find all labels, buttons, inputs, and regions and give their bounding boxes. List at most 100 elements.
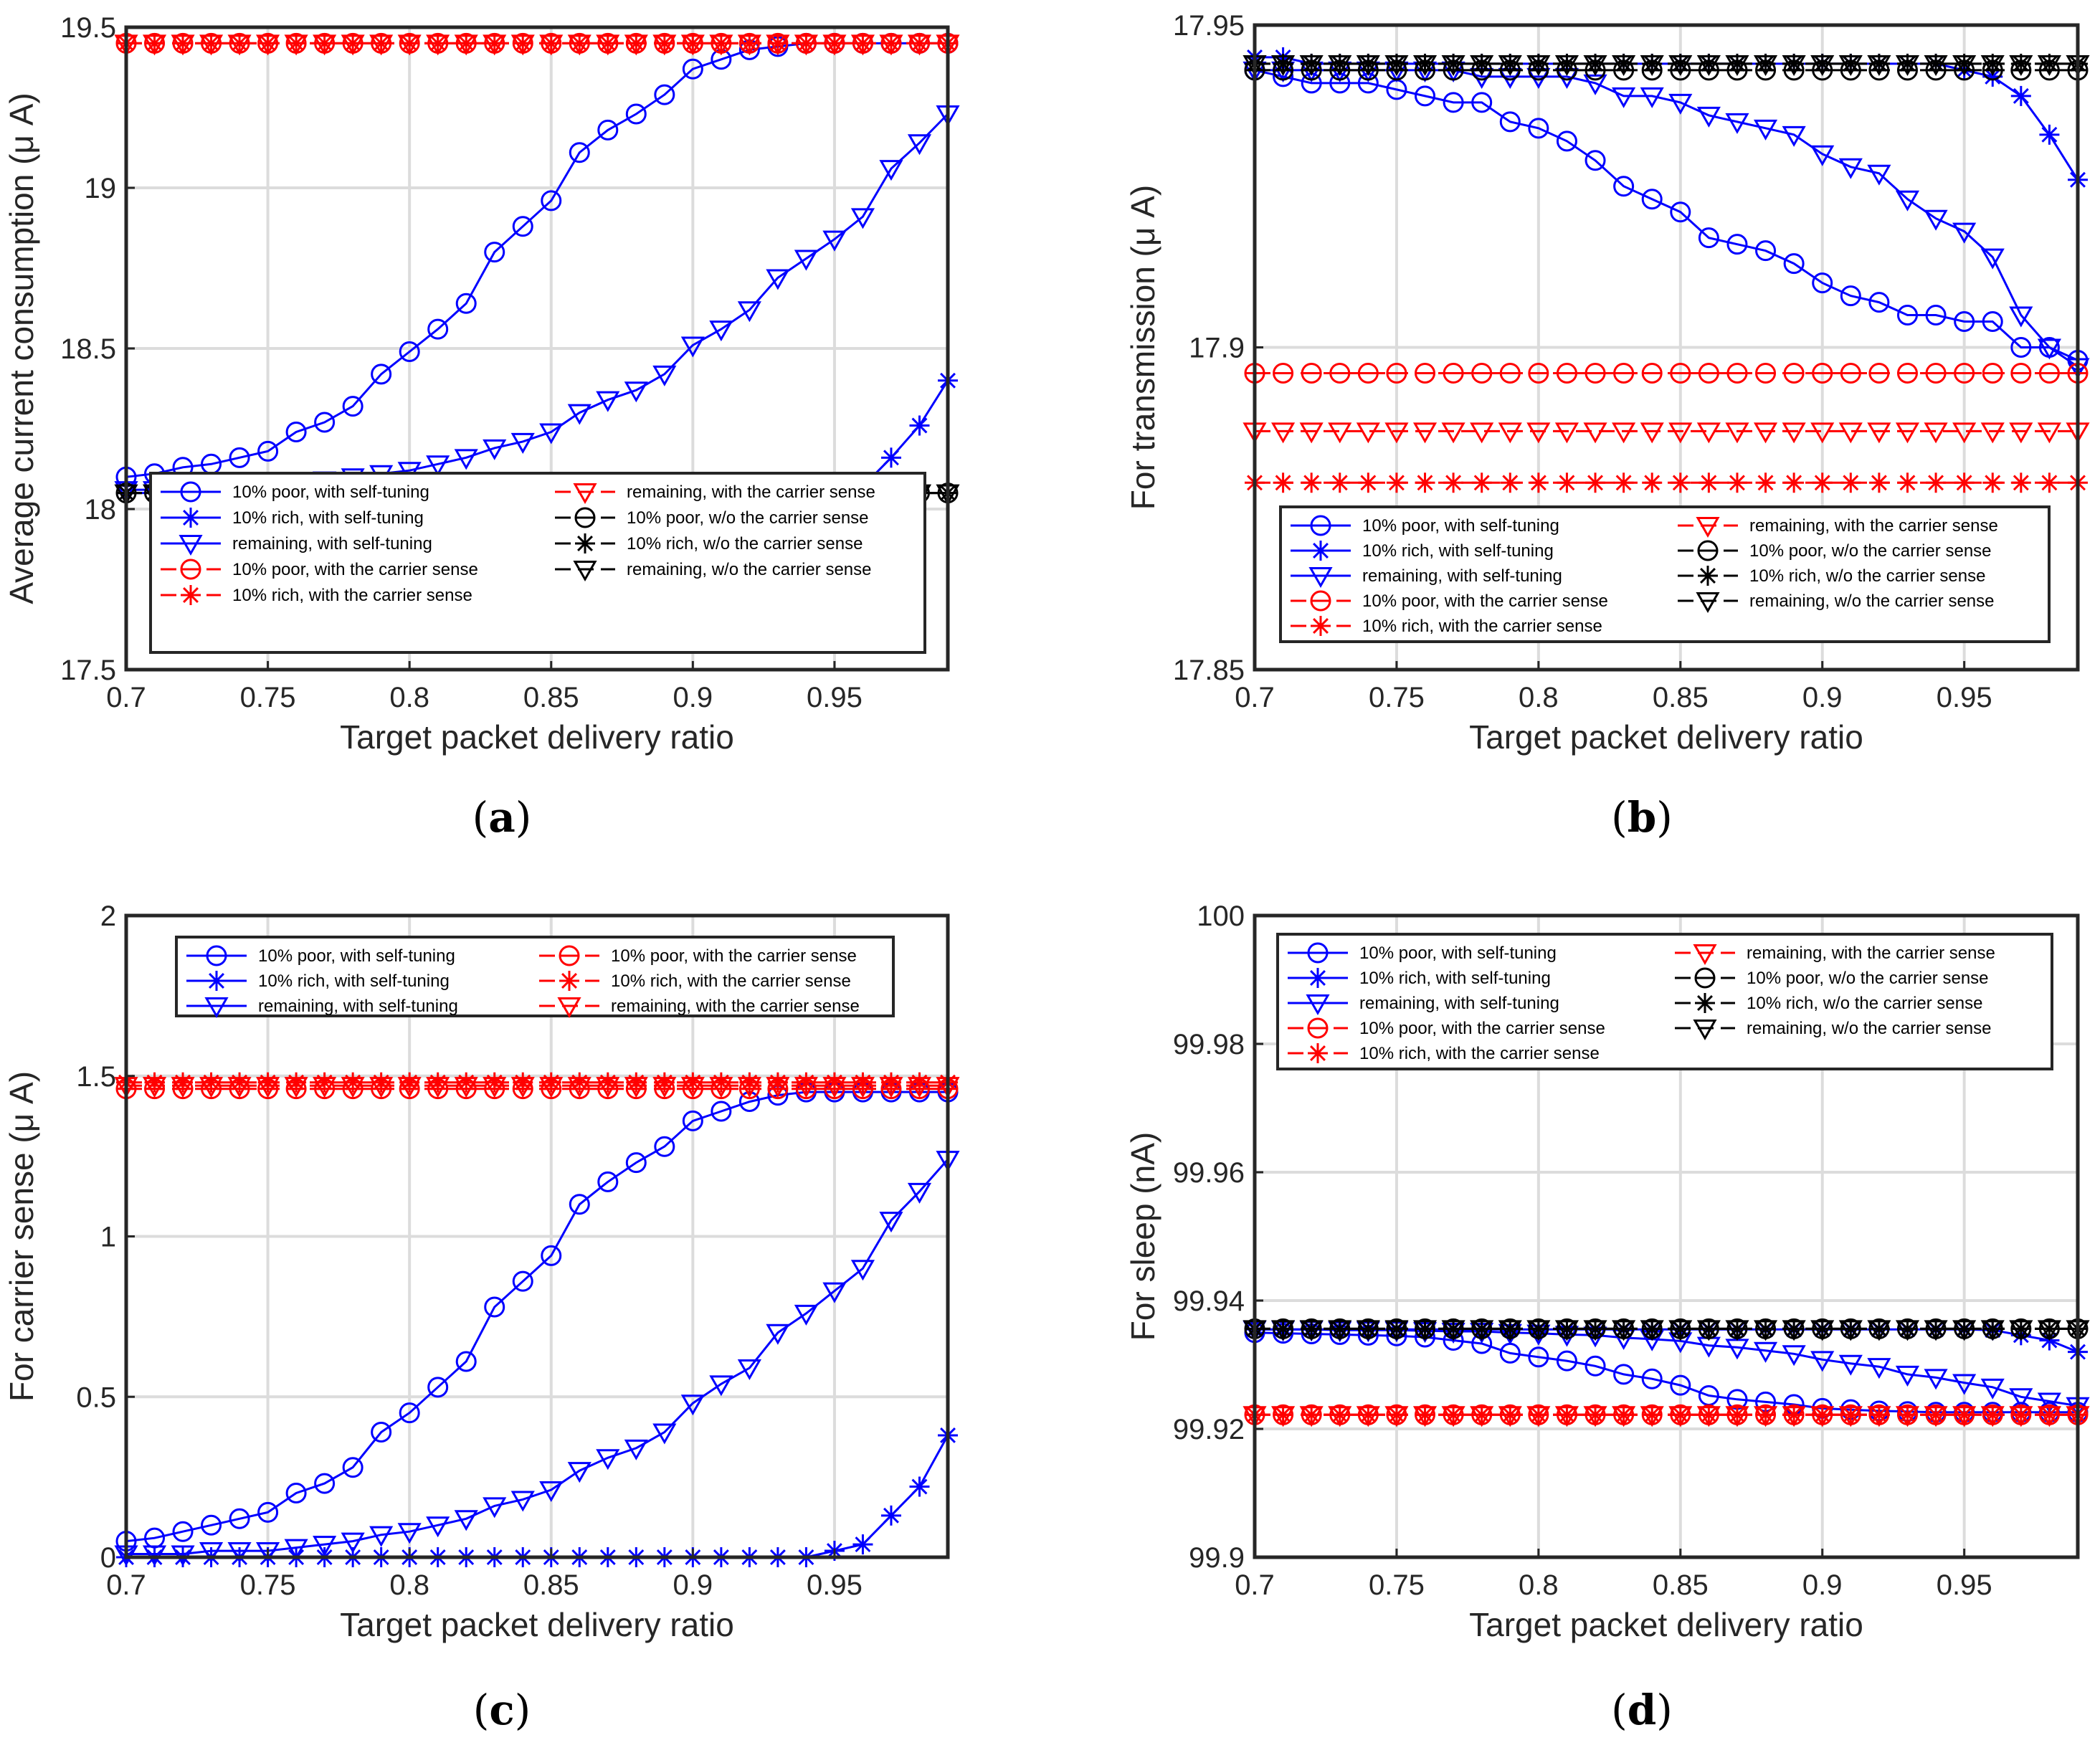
- data-point: [199, 1077, 224, 1098]
- data-point: [1952, 222, 1977, 244]
- data-point: [1470, 1320, 1494, 1341]
- data-point: [426, 1077, 450, 1098]
- data-point: [229, 1508, 250, 1529]
- legend-label: 10% rich, w/o the carrier sense: [1747, 994, 1982, 1013]
- x-tick-label: 0.7: [106, 1569, 146, 1601]
- panel-caption: (b): [1611, 793, 1673, 842]
- data-point: [1499, 362, 1521, 384]
- data-point: [455, 293, 477, 314]
- legend: 10% poor, with self-tuning 10% rich, with…: [1279, 505, 2051, 643]
- data-point: [1415, 472, 1435, 493]
- data-point: [1812, 362, 1833, 384]
- data-point: [1471, 92, 1493, 113]
- data-point: [1301, 472, 1322, 493]
- y-axis-label: For sleep (nA): [1124, 1132, 1161, 1341]
- data-point: [1868, 362, 1890, 384]
- data-point: [313, 34, 337, 56]
- data-point: [541, 190, 562, 212]
- data-point: [1696, 106, 1721, 128]
- data-point: [1725, 1406, 1749, 1427]
- data-point: [1895, 190, 1920, 212]
- data-point: [1528, 1346, 1549, 1368]
- data-point: [1471, 362, 1493, 384]
- legend-marker: [1307, 942, 1329, 964]
- y-tick-label: 99.9: [1189, 1542, 1245, 1574]
- x-tick-label: 0.75: [240, 1569, 296, 1601]
- legend-label: remaining, with self-tuning: [1362, 566, 1562, 586]
- caption-letter: c: [489, 1686, 514, 1734]
- data-point: [822, 1282, 847, 1303]
- data-point: [257, 1501, 279, 1523]
- data-point: [510, 1491, 535, 1512]
- data-point: [1980, 54, 2005, 76]
- data-point: [1838, 54, 1863, 76]
- legend-entry: 10% rich, with self-tuning: [1288, 968, 1551, 988]
- data-point: [1670, 362, 1691, 384]
- data-point: [1613, 362, 1635, 384]
- data-point: [1500, 472, 1521, 493]
- data-point: [880, 447, 901, 468]
- legend-entry: 10% poor, with the carrier sense: [1291, 590, 1608, 612]
- data-point: [766, 34, 790, 56]
- data-point: [1982, 472, 2003, 493]
- legend-marker: [1693, 1020, 1717, 1041]
- data-point: [1980, 1320, 2005, 1341]
- legend-marker: [204, 997, 229, 1019]
- legend-marker: [180, 559, 201, 580]
- data-point: [1640, 422, 1664, 444]
- legend-entry: 10% poor, with self-tuning: [161, 481, 429, 503]
- series-group: [1243, 47, 2090, 493]
- data-point: [1698, 362, 1719, 384]
- legend-entry: remaining, with the carrier sense: [539, 997, 860, 1019]
- data-point: [1329, 362, 1351, 384]
- x-tick-label: 0.7: [1235, 682, 1275, 713]
- series-poor_cs: [1244, 362, 2089, 384]
- data-point: [1924, 1369, 1948, 1390]
- data-point: [1299, 1406, 1324, 1427]
- data-point: [314, 1473, 336, 1494]
- data-point: [1356, 1406, 1380, 1427]
- x-axis-label: Target packet delivery ratio: [340, 1606, 734, 1643]
- data-point: [766, 1077, 790, 1098]
- data-point: [483, 1497, 507, 1519]
- data-point: [1470, 54, 1494, 76]
- data-point: [1441, 54, 1465, 76]
- legend-entry: 10% rich, with self-tuning: [161, 508, 424, 528]
- data-point: [1641, 1368, 1663, 1389]
- data-point: [1329, 472, 1350, 493]
- data-point: [879, 1212, 903, 1233]
- data-point: [1840, 285, 1861, 307]
- data-point: [1753, 1320, 1778, 1341]
- data-point: [1753, 1341, 1778, 1363]
- data-point: [539, 423, 564, 445]
- data-point: [1696, 1406, 1721, 1427]
- data-point: [142, 1077, 167, 1098]
- data-point: [1952, 1374, 1977, 1395]
- legend-label: 10% rich, w/o the carrier sense: [627, 534, 863, 553]
- data-point: [1499, 111, 1521, 133]
- data-point: [567, 1077, 591, 1098]
- data-point: [1926, 472, 1947, 493]
- data-point: [342, 1457, 364, 1478]
- y-axis-label: Average current consumption (μ A): [3, 92, 40, 604]
- data-point: [822, 1077, 847, 1098]
- data-point: [907, 34, 932, 56]
- data-point: [399, 1402, 420, 1424]
- data-point: [1925, 305, 1947, 326]
- data-point: [2009, 54, 2033, 76]
- data-point: [850, 1077, 875, 1098]
- data-point: [880, 1505, 901, 1526]
- legend-label: remaining, with the carrier sense: [627, 483, 875, 502]
- y-tick-label: 1: [100, 1222, 116, 1253]
- x-tick-label: 0.95: [807, 1569, 863, 1601]
- data-point: [1895, 422, 1920, 444]
- x-tick-label: 0.75: [1369, 1569, 1425, 1601]
- legend-entry: 10% poor, w/o the carrier sense: [1678, 540, 1992, 561]
- data-point: [1613, 1364, 1635, 1385]
- legend: 10% poor, with self-tuning 10% rich, with…: [149, 472, 926, 654]
- data-point: [1952, 1320, 1977, 1341]
- data-point: [1838, 1320, 1863, 1341]
- data-point: [256, 1077, 280, 1098]
- legend-label: remaining, w/o the carrier sense: [627, 560, 871, 579]
- data-point: [1415, 362, 1436, 384]
